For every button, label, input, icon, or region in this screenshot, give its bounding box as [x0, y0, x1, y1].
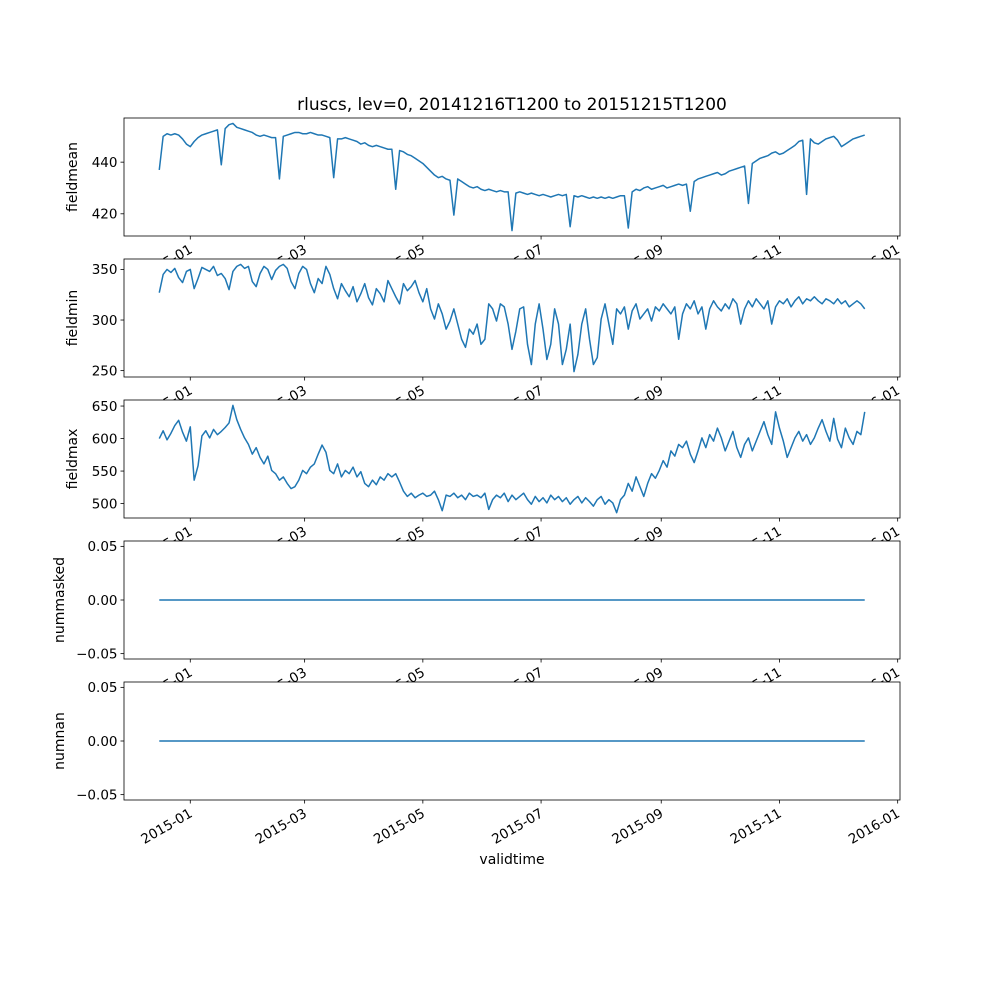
x-tick-label: 2016-01: [846, 806, 903, 848]
x-tick-label: 2015-09: [609, 806, 666, 848]
x-tick-label: 2015-01: [138, 806, 195, 848]
x-tick-label: 2015-11: [728, 806, 785, 848]
y-tick-label: 0.05: [87, 539, 117, 555]
x-tick-label: 2015-05: [371, 806, 428, 848]
y-tick-label: 420: [92, 207, 118, 223]
axes-patch: [124, 259, 900, 377]
x-tick-label: 2015-03: [253, 806, 310, 848]
axes-frame: [123, 258, 901, 378]
y-tick-label: −0.05: [76, 646, 117, 662]
series-line-fieldmax: [158, 404, 866, 514]
x-axis-label: validtime: [479, 852, 545, 868]
axes-patch: [124, 118, 900, 236]
subplot-numnan: −0.05 0.00 0.05 2015-01 2015-03 2015-05 2015-0…: [76, 680, 903, 848]
series-line-fieldmin: [158, 263, 866, 373]
y-tick-label: 300: [92, 313, 118, 329]
y-tick-label: 0.05: [87, 680, 117, 696]
y-tick-label: 0.00: [87, 593, 117, 609]
axes-frame: [123, 117, 901, 237]
y-tick-label: 650: [92, 399, 118, 415]
chart-title: rluscs, lev=0, 20141216T1200 to 20151215…: [297, 95, 727, 115]
subplot-nummasked: −0.050.000.052015-012015-032015-052015-0…: [76, 539, 903, 707]
x-tick-label: 2015-07: [489, 806, 546, 848]
axes-frame: [123, 399, 901, 519]
y-tick-label: −0.05: [76, 787, 117, 803]
y-tick-label: 0.00: [87, 734, 117, 750]
y-tick-label: 500: [92, 496, 118, 512]
series-line-fieldmean: [158, 122, 865, 232]
y-tick-label: 440: [92, 155, 118, 171]
y-tick-label: 600: [92, 431, 118, 447]
y-tick-label: 350: [92, 262, 118, 278]
axes-patch: [124, 400, 900, 518]
y-tick-label: 250: [92, 363, 118, 379]
y-tick-label: 550: [92, 464, 118, 480]
